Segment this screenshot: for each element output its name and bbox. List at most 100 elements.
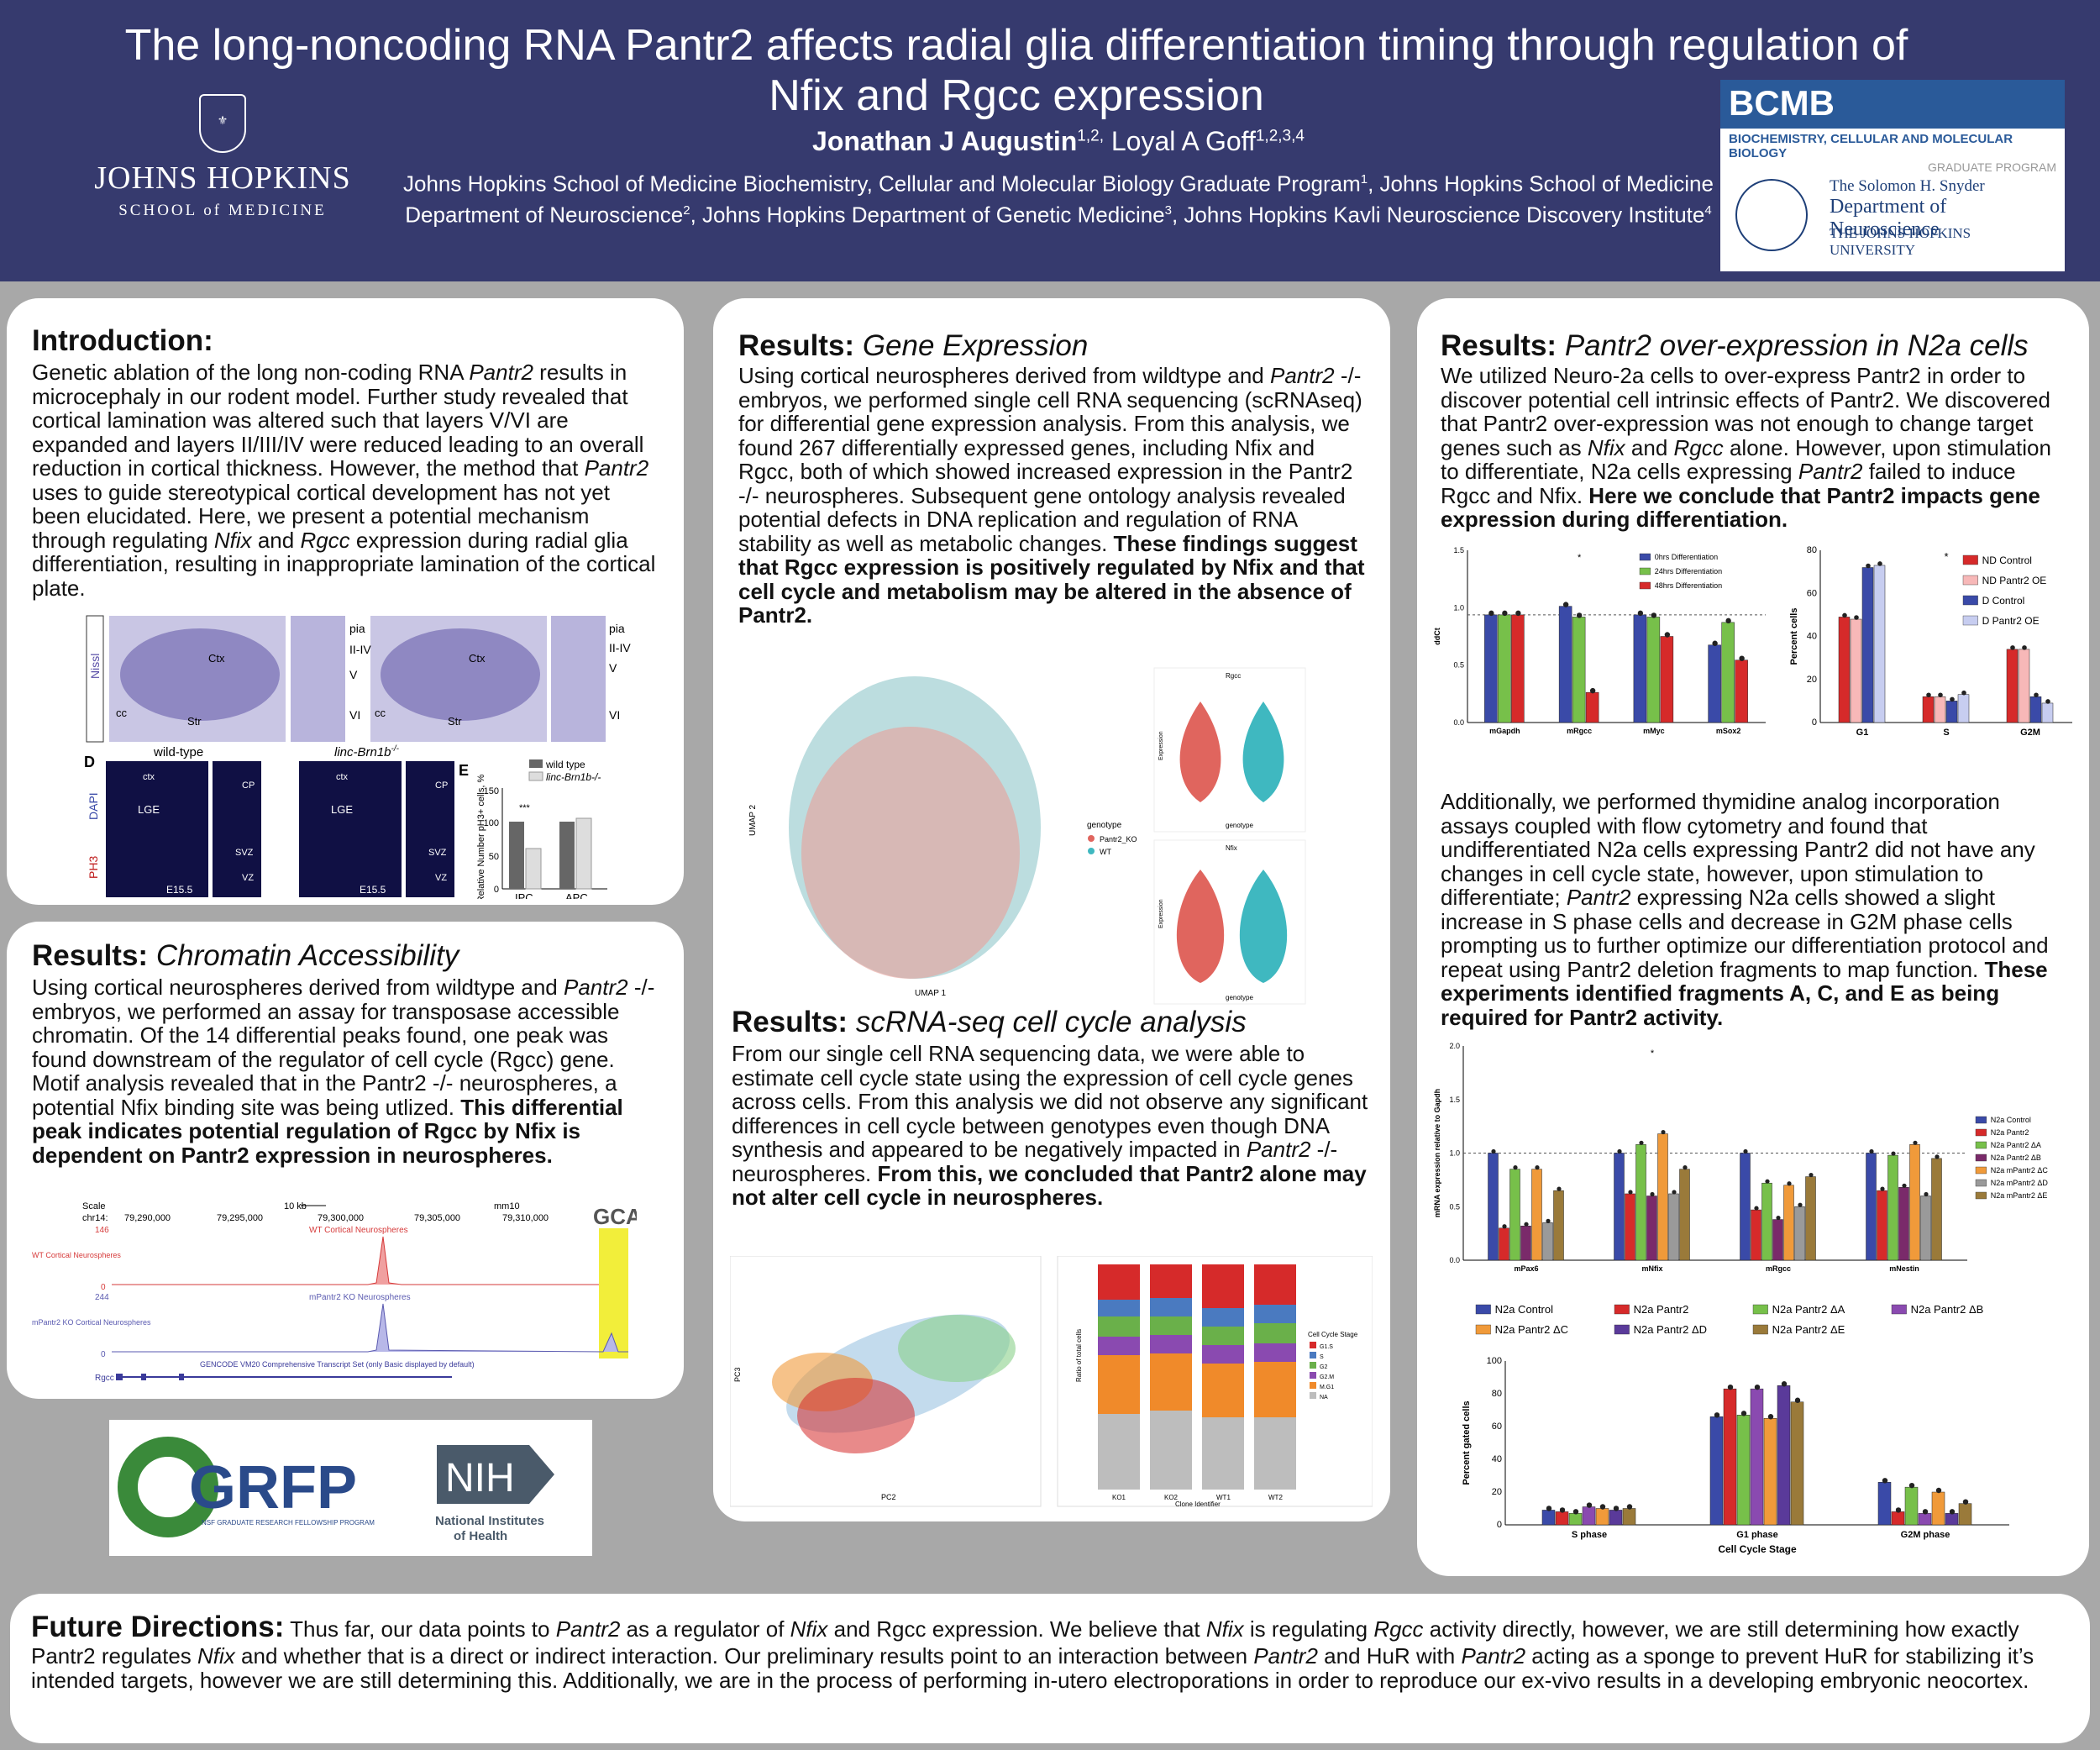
ch2-star: *: [1651, 1048, 1655, 1059]
ch2-bar: [1679, 1169, 1690, 1261]
e-ylabel: Relative Number pH3+ cells, %: [476, 775, 486, 899]
author-2-sup: 1,2,3,4: [1255, 127, 1305, 145]
legend-ko-dot: [1088, 835, 1095, 842]
ch2-bar: [1805, 1176, 1816, 1261]
ch1-ylabel: Percent cells: [1789, 608, 1799, 665]
introduction-panel: Introduction: Genetic ablation of the lo…: [7, 298, 684, 905]
ch3-point: [1586, 1502, 1593, 1508]
chromatin-panel: Results: Chromatin Accessibility Using c…: [7, 922, 684, 1399]
ch3-bar: [1958, 1503, 1972, 1526]
ph3-label: PH3: [87, 856, 100, 879]
ch2-xtick: mNestin: [1889, 1264, 1919, 1273]
ko-dapi-image: [299, 761, 402, 897]
ch1-legend-swatch: [1962, 575, 1978, 586]
chromatin-t2: -/- embryos, we performed an assay for t…: [32, 975, 655, 1120]
ko-side-label: mPantr2 KO Cortical Neurospheres: [32, 1318, 151, 1327]
ch0-bar: [1735, 660, 1748, 723]
ch3-point: [1599, 1504, 1606, 1510]
ch1-point: [1926, 692, 1931, 698]
stack-wt1-g1s: [1202, 1264, 1244, 1308]
stack-wt2-g2: [1254, 1323, 1296, 1343]
ch3-xtick: G1 phase: [1736, 1530, 1778, 1540]
stack-ko2-g2: [1150, 1316, 1192, 1335]
ch3-legend-swatch: [1614, 1324, 1630, 1335]
ch2-point: [1765, 1179, 1770, 1184]
ch2-xtick: mNfix: [1641, 1264, 1662, 1273]
intro-t2: results in microcephaly in our rodent mo…: [32, 360, 644, 481]
ch0-point: [1739, 655, 1745, 661]
str-label-ko: Str: [448, 715, 462, 728]
svz-ko: SVZ: [428, 848, 447, 858]
ch2-bar: [1657, 1133, 1668, 1261]
pia-label-ko: pia: [609, 622, 625, 635]
stack-wt2-g1s: [1254, 1264, 1296, 1305]
chromatin-b1: This differential peak indicates potenti…: [32, 1094, 623, 1168]
ch2-point: [1502, 1224, 1507, 1229]
nih-box: [437, 1445, 529, 1504]
neuro-line1: The Solomon H. Snyder: [1830, 177, 1985, 195]
over-heading: Results: Pantr2 over-expression in N2a c…: [1441, 330, 2068, 362]
ch2-point: [1535, 1165, 1540, 1170]
legend-ko-label: Pantr2_KO: [1100, 835, 1137, 843]
leg-g1s-text: G1.S: [1320, 1344, 1333, 1350]
leg-na-text: NA: [1320, 1395, 1328, 1401]
ch0-point: [1664, 632, 1671, 638]
future-t3: and Rgcc expression. We believe that: [827, 1616, 1206, 1642]
ch1-bar: [2029, 696, 2042, 723]
ch0-point: [1651, 612, 1657, 618]
wt-layers-image: [291, 616, 345, 742]
over-heading-i: Pantr2 over-expression in N2a cells: [1564, 329, 2029, 362]
cellcycle-t1: From our single cell RNA sequencing data…: [732, 1041, 1368, 1162]
svz-wt: SVZ: [235, 848, 254, 858]
intro-t5: expression during radial glia differenti…: [32, 527, 656, 601]
legend-wt-dot: [1088, 848, 1095, 854]
l24-label-wt: II-IV: [349, 643, 371, 656]
ch1-point: [2045, 699, 2050, 704]
ch2-legend-label: N2a mPantr2 ΔC: [1991, 1166, 2049, 1175]
chart-percent-cells: 80 60 40 20 0 Percent cells G1 S G2M * ND Control N…: [1789, 545, 2072, 738]
ch2-point: [1776, 1215, 1781, 1221]
geneexp-heading-i: Gene Expression: [862, 329, 1089, 362]
future-t4: is regulating: [1243, 1616, 1374, 1642]
violin-nfix-wt: [1239, 870, 1288, 983]
ch2-legend-label: N2a mPantr2 ΔE: [1991, 1191, 2048, 1200]
umap-xlabel: UMAP 1: [915, 989, 946, 998]
ch3-ylabel: Percent gated cells: [1462, 1401, 1472, 1485]
geneexp-b1: These findings suggest that Rgcc express…: [738, 530, 1365, 628]
ch1-bar: [2041, 702, 2054, 723]
ch1-legend-label: ND Pantr2 OE: [1982, 575, 2047, 586]
over-heading-b: Results:: [1441, 329, 1557, 362]
wt-side-label: WT Cortical Neurospheres: [32, 1251, 121, 1259]
ch3-bar: [1891, 1511, 1905, 1526]
ch1-point: [1877, 561, 1882, 566]
chromatin-t1: Using cortical neurospheres derived from…: [32, 975, 564, 1000]
cellcycle-text: From our single cell RNA sequencing data…: [732, 1042, 1370, 1210]
ch0-bar: [1633, 614, 1647, 723]
ch3-point: [1908, 1482, 1915, 1489]
future-i4: Rgcc: [1373, 1616, 1424, 1642]
ch1-ytick: 0: [1812, 717, 1817, 728]
intro-i3: Nfix: [213, 527, 252, 553]
over-t5: Additionally, we performed thymidine ana…: [1441, 789, 2035, 910]
ch3-legend-swatch: [1614, 1304, 1630, 1315]
stack-xlabel: Clone Identifier: [1175, 1500, 1221, 1508]
ch0-xtick: mGapdh: [1489, 727, 1520, 735]
cellcycle-i1: Pantr2: [1246, 1137, 1311, 1162]
stack-ko1-mg1: [1098, 1355, 1140, 1414]
chromatin-text: Using cortical neurospheres derived from…: [32, 975, 660, 1167]
wt-track-label: WT Cortical Neurospheres: [309, 1226, 408, 1235]
ch2-bar: [1553, 1190, 1564, 1261]
ch2-bar: [1866, 1153, 1877, 1261]
ch0-point: [1576, 612, 1583, 618]
e-bar-apc-ko: [575, 817, 592, 890]
neuroscience-logo: The Solomon H. Snyder Department of Neur…: [1729, 172, 2056, 265]
lge-ko: LGE: [331, 803, 353, 816]
neuro-line3: THE JOHNS HOPKINS UNIVERSITY: [1830, 225, 1971, 258]
ch2-point: [1869, 1148, 1874, 1154]
ch2-point: [1546, 1218, 1551, 1223]
ch3-legend-label: N2a Pantr2 ΔE: [1772, 1323, 1845, 1336]
geneexp-t1: Using cortical neurospheres derived from…: [738, 363, 1270, 388]
ch2-bar: [1488, 1153, 1499, 1261]
dapi-label: DAPI: [87, 792, 100, 820]
nih-sub1: National Institutes: [435, 1514, 544, 1528]
